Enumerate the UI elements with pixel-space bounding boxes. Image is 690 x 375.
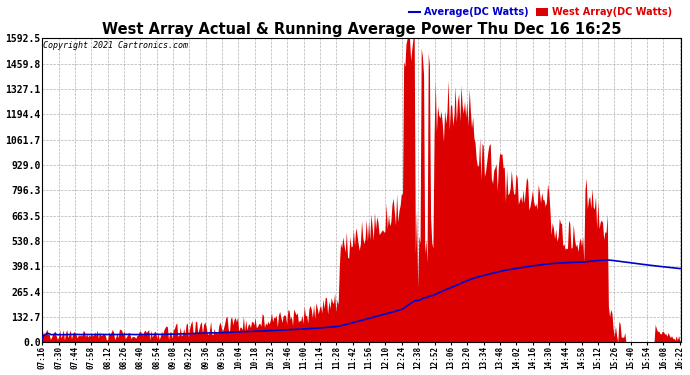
Title: West Array Actual & Running Average Power Thu Dec 16 16:25: West Array Actual & Running Average Powe… [102,22,621,37]
Text: Copyright 2021 Cartronics.com: Copyright 2021 Cartronics.com [43,41,188,50]
Legend: Average(DC Watts), West Array(DC Watts): Average(DC Watts), West Array(DC Watts) [404,4,676,21]
